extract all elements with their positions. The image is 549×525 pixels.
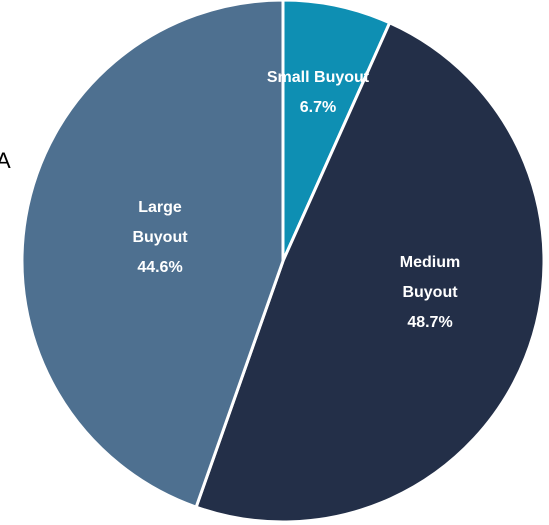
- slice-label: Medium Buyout 48.7%: [390, 248, 470, 338]
- pie-slice: [20, 0, 285, 509]
- value-label: 48.7%: [407, 314, 453, 331]
- value-label: 6.7%: [299, 99, 337, 116]
- pie-slice: [281, 0, 392, 263]
- category-label: Large Buyout: [132, 199, 188, 246]
- value-label: 44.6%: [137, 259, 183, 276]
- category-label: Small Buyout: [266, 69, 370, 86]
- slice-label: Small Buyout 6.7%: [253, 63, 383, 123]
- pie-slice: [194, 21, 546, 524]
- slice-label: Large Buyout 44.6%: [125, 193, 195, 283]
- annotation: A: [0, 148, 11, 173]
- category-label: Medium Buyout: [399, 254, 461, 301]
